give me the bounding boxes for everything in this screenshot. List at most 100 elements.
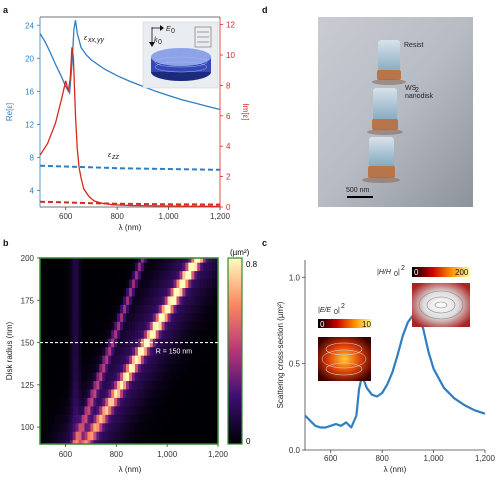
heatmap-cell [99, 431, 103, 441]
heatmap-cell [167, 287, 171, 297]
heatmap-cell [203, 414, 207, 424]
heatmap-cell [57, 338, 62, 348]
heatmap-cell [114, 355, 118, 365]
heatmap-cell [161, 422, 165, 432]
heatmap-cell [143, 304, 148, 314]
heatmap-cell [96, 258, 100, 263]
sem-label-ws: WS [405, 85, 417, 92]
heatmap-cell [48, 287, 53, 297]
heatmap-cell [182, 405, 186, 415]
panel-d-sem-image: Resist WS 2 nanodisk 500 nm [318, 17, 473, 207]
heatmap-cell [120, 262, 124, 272]
heatmap-cell [120, 312, 124, 322]
inset-h-scale-max: 200 [455, 268, 469, 277]
heatmap-cell [155, 287, 160, 297]
heatmap-cell [206, 397, 210, 407]
panel-a-x-label: λ (nm) [119, 223, 142, 232]
heatmap-cell [123, 422, 127, 432]
heatmap-cell [93, 355, 97, 365]
heatmap-cell [48, 312, 53, 322]
heatmap-cell [78, 279, 82, 288]
heatmap-cell [149, 329, 154, 339]
heatmap-cell [117, 405, 121, 415]
heatmap-cell [69, 262, 74, 272]
heatmap-cell [78, 363, 82, 373]
heatmap-cell [99, 380, 103, 390]
heatmap-cell [164, 312, 168, 322]
heatmap-cell [72, 431, 76, 441]
heatmap-cell [209, 270, 213, 280]
heatmap-cell [45, 372, 50, 381]
heatmap-cell [40, 439, 44, 445]
heatmap-cell [75, 296, 79, 305]
heatmap-cell [114, 287, 118, 297]
heatmap-cell [40, 397, 44, 407]
heatmap-cell [170, 287, 174, 297]
heatmap-cell [120, 372, 124, 381]
heatmap-cell [102, 422, 106, 432]
heatmap-cell [143, 431, 148, 441]
heatmap-cell [99, 329, 103, 339]
heatmap-cell [81, 397, 85, 407]
heatmap-cell [54, 422, 59, 432]
heatmap-cell [105, 346, 109, 356]
heatmap-cell [161, 312, 165, 322]
heatmap-cell [126, 439, 130, 445]
heatmap-cell [96, 270, 100, 280]
heatmap-cell [40, 296, 44, 305]
heatmap-cell [173, 405, 177, 415]
heatmap-cell [209, 439, 213, 445]
heatmap-cell [105, 380, 109, 390]
heatmap-cell [179, 346, 183, 356]
heatmap-cell [170, 380, 174, 390]
heatmap-cell [155, 346, 160, 356]
annotation-eps-xxyy-sub: xx,yy [87, 37, 104, 44]
heatmap-cell [120, 422, 124, 432]
heatmap-cell [206, 296, 210, 305]
heatmap-cell [114, 363, 118, 373]
heatmap-cell [173, 355, 177, 365]
heatmap-cell [191, 270, 195, 280]
heatmap-cell [194, 363, 198, 373]
heatmap-cell [81, 355, 85, 365]
heatmap-cell [123, 287, 127, 297]
heatmap-cell [191, 262, 195, 272]
heatmap-cell [69, 397, 74, 407]
colorbar-max-label: 0.8 [246, 260, 258, 269]
heatmap-cell [129, 296, 133, 305]
heatmap-cell [194, 397, 198, 407]
heatmap-cell [72, 287, 76, 297]
heatmap-cell [72, 321, 76, 331]
heatmap-cell [164, 355, 168, 365]
heatmap-cell [40, 329, 44, 339]
heatmap-cell [96, 329, 100, 339]
heatmap-cell [126, 355, 130, 365]
heatmap-cell [173, 312, 177, 322]
heatmap-cell [66, 338, 71, 348]
heatmap-cell [209, 405, 213, 415]
heatmap-cell [72, 439, 76, 445]
heatmap-cell [123, 329, 127, 339]
heatmap-cell [51, 397, 56, 407]
heatmap-cell [40, 258, 44, 263]
heatmap-cell [161, 363, 165, 373]
heatmap-cell [63, 346, 68, 356]
heatmap-cell [197, 258, 201, 263]
heatmap-cell [60, 405, 65, 415]
heatmap-cell [105, 389, 109, 398]
heatmap-cell [149, 270, 154, 280]
heatmap-cell [129, 380, 133, 390]
heatmap-cell [60, 321, 65, 331]
heatmap-cell [105, 439, 109, 445]
heatmap-cell [149, 397, 154, 407]
heatmap-cell [51, 304, 56, 314]
heatmap-cell [146, 304, 151, 314]
heatmap-cell [96, 346, 100, 356]
heatmap-cell [137, 258, 142, 263]
heatmap-cell [117, 397, 121, 407]
heatmap-cell [96, 389, 100, 398]
heatmap-cell [129, 397, 133, 407]
heatmap-cell [200, 431, 204, 441]
colorbar [227, 257, 243, 445]
heatmap-cell [51, 287, 56, 297]
